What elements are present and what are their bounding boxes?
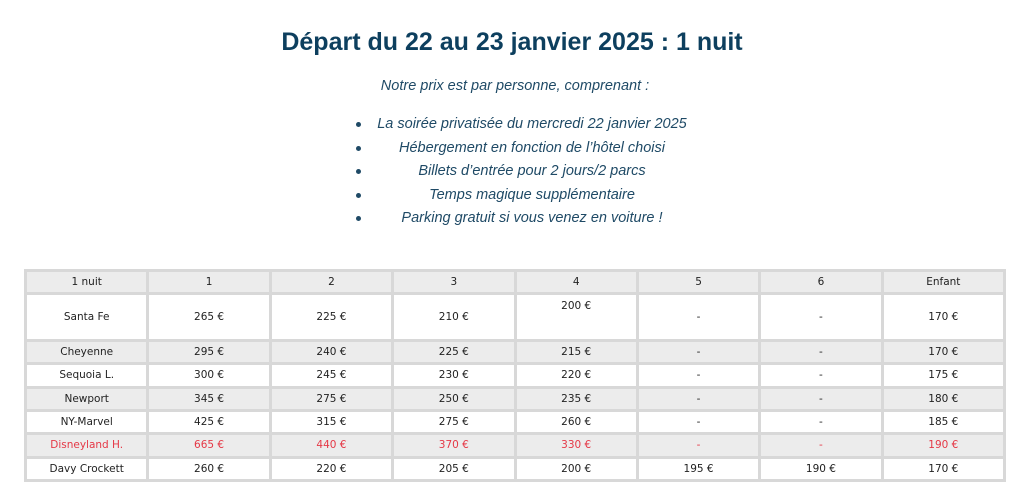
hotel-name: Newport: [27, 388, 147, 409]
table-cell: 215 €: [516, 341, 636, 363]
header-2-persons: 2: [271, 272, 392, 292]
table-row: Sequoia L. 300 € 245 € 230 € 220 € - - 1…: [27, 365, 1003, 386]
table-row: NY-Marvel 425 € 315 € 275 € 260 € - - 18…: [27, 411, 1003, 433]
table-cell: 205 €: [394, 458, 514, 479]
table-cell: -: [761, 435, 881, 456]
table-row-highlighted: Disneyland H. 665 € 440 € 370 € 330 € - …: [27, 435, 1003, 456]
table-cell: 220 €: [516, 365, 636, 386]
table-cell: 170 €: [883, 458, 1003, 479]
list-item: Temps magique supplémentaire: [0, 184, 1024, 208]
header-4-persons: 4: [516, 272, 636, 292]
price-table-container: 1 nuit 1 2 3 4 5 6 Enfant Santa Fe 265 €…: [24, 269, 1006, 482]
table-cell: -: [761, 341, 881, 363]
table-cell: 175 €: [883, 365, 1003, 386]
bullet-icon: [356, 169, 361, 174]
header-5-persons: 5: [638, 272, 759, 292]
table-row: Davy Crockett 260 € 220 € 205 € 200 € 19…: [27, 458, 1003, 479]
header-1-person: 1: [149, 272, 269, 292]
table-cell: 195 €: [638, 458, 759, 479]
list-item: Hébergement en fonction de l’hôtel chois…: [0, 137, 1024, 161]
price-table: 1 nuit 1 2 3 4 5 6 Enfant Santa Fe 265 €…: [24, 269, 1006, 482]
table-cell: 315 €: [271, 411, 392, 433]
table-cell: 245 €: [271, 365, 392, 386]
table-cell: 300 €: [149, 365, 269, 386]
table-cell: 295 €: [149, 341, 269, 363]
table-cell: 170 €: [883, 341, 1003, 363]
table-row: Santa Fe 265 € 225 € 210 € 200 € - - 170…: [27, 295, 1003, 339]
table-cell: 210 €: [394, 295, 514, 339]
list-item: Parking gratuit si vous venez en voiture…: [0, 207, 1024, 231]
table-cell: 190 €: [883, 435, 1003, 456]
hotel-name: NY-Marvel: [27, 411, 147, 433]
bullet-icon: [356, 122, 361, 127]
table-cell: 200 €: [516, 458, 636, 479]
header-3-persons: 3: [394, 272, 514, 292]
table-row: Newport 345 € 275 € 250 € 235 € - - 180 …: [27, 388, 1003, 409]
bullet-icon: [356, 216, 361, 221]
table-cell: 240 €: [271, 341, 392, 363]
header-6-persons: 6: [761, 272, 881, 292]
table-cell: 265 €: [149, 295, 269, 339]
table-cell: 225 €: [394, 341, 514, 363]
table-cell: -: [638, 435, 759, 456]
table-cell: 200 €: [516, 295, 636, 339]
table-cell: -: [638, 341, 759, 363]
table-cell: 370 €: [394, 435, 514, 456]
table-cell: -: [638, 365, 759, 386]
hotel-name: Disneyland H.: [27, 435, 147, 456]
table-cell: 260 €: [516, 411, 636, 433]
table-cell: 440 €: [271, 435, 392, 456]
table-cell: 260 €: [149, 458, 269, 479]
list-item: La soirée privatisée du mercredi 22 janv…: [0, 113, 1024, 137]
table-cell: 225 €: [271, 295, 392, 339]
hotel-name: Cheyenne: [27, 341, 147, 363]
header-nights: 1 nuit: [27, 272, 147, 292]
hotel-name: Sequoia L.: [27, 365, 147, 386]
table-cell: 220 €: [271, 458, 392, 479]
table-cell: 345 €: [149, 388, 269, 409]
included-list: La soirée privatisée du mercredi 22 janv…: [0, 113, 1024, 231]
table-cell: 180 €: [883, 388, 1003, 409]
table-cell: 275 €: [271, 388, 392, 409]
header-child: Enfant: [883, 272, 1003, 292]
price-intro: Notre prix est par personne, comprenant …: [380, 78, 650, 94]
hotel-name: Santa Fe: [27, 295, 147, 339]
table-cell: 185 €: [883, 411, 1003, 433]
table-cell: 250 €: [394, 388, 514, 409]
hotel-name: Davy Crockett: [27, 458, 147, 479]
table-row: Cheyenne 295 € 240 € 225 € 215 € - - 170…: [27, 341, 1003, 363]
bullet-icon: [356, 145, 361, 151]
table-cell: -: [638, 295, 759, 339]
table-cell: -: [761, 388, 881, 409]
table-cell: 425 €: [149, 411, 269, 433]
table-cell: 235 €: [516, 388, 636, 409]
table-cell: 665 €: [149, 435, 269, 456]
bullet-icon: [356, 192, 361, 198]
table-cell: 330 €: [516, 435, 636, 456]
table-header-row: 1 nuit 1 2 3 4 5 6 Enfant: [27, 272, 1003, 292]
table-cell: -: [761, 411, 881, 433]
table-cell: -: [761, 365, 881, 386]
table-cell: 275 €: [394, 411, 514, 433]
list-item: Billets d’entrée pour 2 jours/2 parcs: [0, 160, 1024, 184]
table-cell: 230 €: [394, 365, 514, 386]
table-cell: -: [638, 411, 759, 433]
table-cell: -: [761, 295, 881, 339]
page-title: Départ du 22 au 23 janvier 2025 : 1 nuit: [281, 28, 743, 56]
table-cell: -: [638, 388, 759, 409]
table-cell: 190 €: [761, 458, 881, 479]
table-cell: 170 €: [883, 295, 1003, 339]
